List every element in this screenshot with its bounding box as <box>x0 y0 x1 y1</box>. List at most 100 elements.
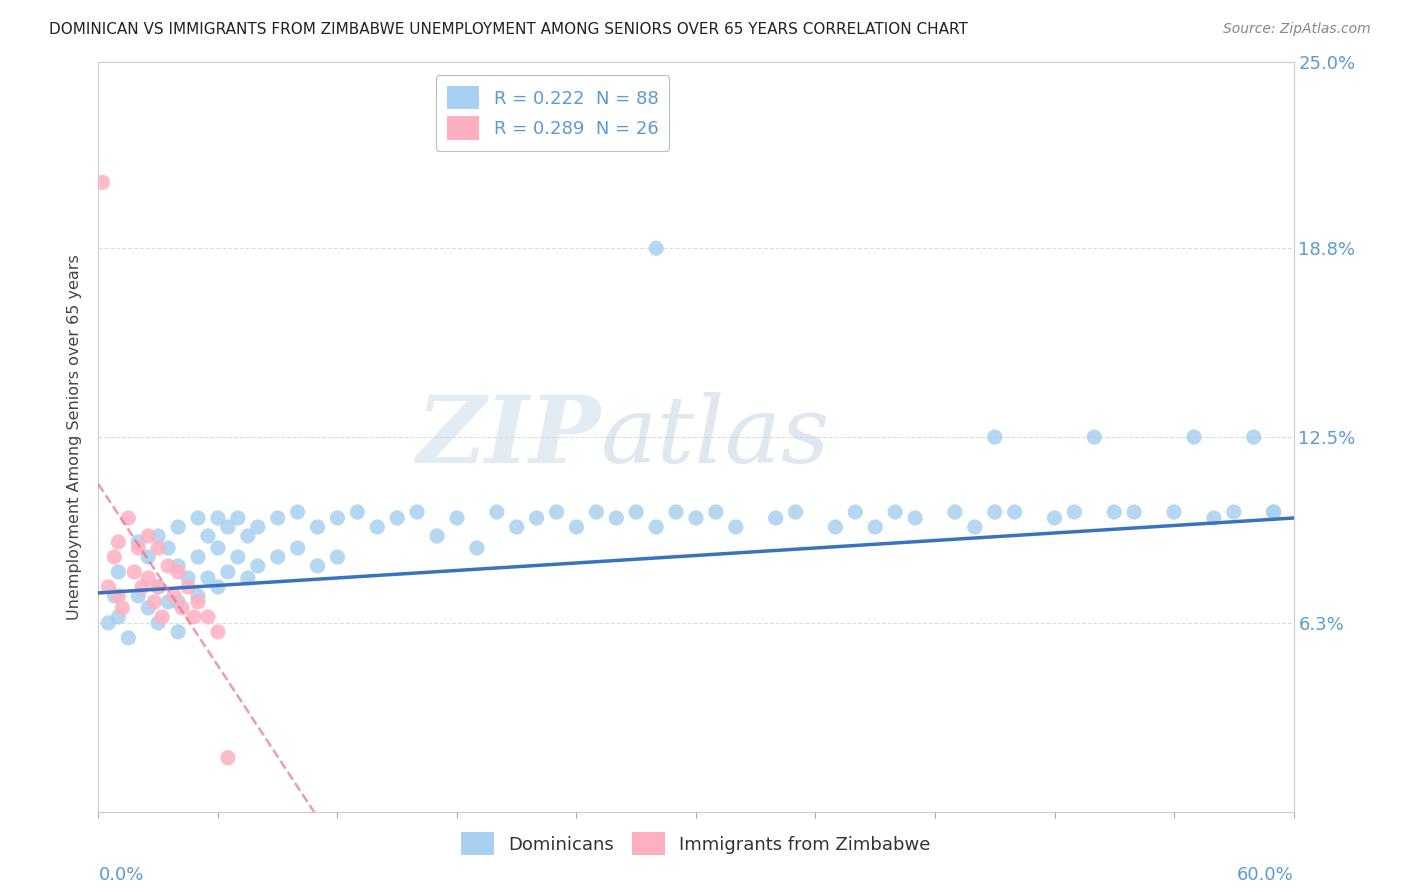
Point <box>136 571 159 585</box>
Point <box>107 535 129 549</box>
Point <box>844 505 866 519</box>
Point <box>131 580 153 594</box>
Point <box>485 505 508 519</box>
Point <box>526 511 548 525</box>
Point <box>704 505 727 519</box>
Point <box>217 751 239 765</box>
Point <box>136 529 159 543</box>
Point <box>246 520 269 534</box>
Point <box>148 580 170 594</box>
Point <box>183 610 205 624</box>
Point <box>91 175 114 189</box>
Point <box>127 589 149 603</box>
Point <box>267 511 290 525</box>
Point <box>605 511 627 525</box>
Point <box>150 610 173 624</box>
Point <box>167 558 190 573</box>
Point <box>226 511 249 525</box>
Point <box>177 580 200 594</box>
Legend: Dominicans, Immigrants from Zimbabwe: Dominicans, Immigrants from Zimbabwe <box>454 825 938 863</box>
Point <box>287 505 309 519</box>
Point <box>465 541 488 555</box>
Point <box>236 571 259 585</box>
Point <box>1004 505 1026 519</box>
Point <box>765 511 787 525</box>
Point <box>107 610 129 624</box>
Point <box>406 505 429 519</box>
Point <box>1263 505 1285 519</box>
Point <box>111 601 134 615</box>
Point <box>167 595 190 609</box>
Point <box>326 549 349 564</box>
Point <box>645 520 668 534</box>
Point <box>136 549 159 564</box>
Point <box>107 565 129 579</box>
Text: atlas: atlas <box>600 392 830 482</box>
Point <box>117 631 139 645</box>
Point <box>565 520 588 534</box>
Point <box>127 541 149 555</box>
Point <box>103 549 125 564</box>
Point <box>148 529 170 543</box>
Point <box>1202 511 1225 525</box>
Point <box>197 571 219 585</box>
Point <box>97 580 120 594</box>
Point <box>143 595 166 609</box>
Point <box>157 541 180 555</box>
Point <box>1123 505 1146 519</box>
Text: Source: ZipAtlas.com: Source: ZipAtlas.com <box>1223 22 1371 37</box>
Point <box>943 505 966 519</box>
Point <box>287 541 309 555</box>
Point <box>984 505 1007 519</box>
Point <box>1063 505 1085 519</box>
Point <box>236 529 259 543</box>
Point <box>506 520 529 534</box>
Point <box>207 541 229 555</box>
Point <box>197 529 219 543</box>
Point <box>148 541 170 555</box>
Point <box>585 505 607 519</box>
Point <box>207 624 229 639</box>
Point <box>187 589 209 603</box>
Point <box>148 580 170 594</box>
Point <box>307 558 329 573</box>
Point <box>127 535 149 549</box>
Point <box>197 610 219 624</box>
Text: ZIP: ZIP <box>416 392 600 482</box>
Point <box>626 505 648 519</box>
Point <box>157 595 180 609</box>
Point <box>546 505 568 519</box>
Point <box>1223 505 1246 519</box>
Point <box>172 601 194 615</box>
Point <box>167 624 190 639</box>
Point <box>207 580 229 594</box>
Point <box>326 511 349 525</box>
Text: DOMINICAN VS IMMIGRANTS FROM ZIMBABWE UNEMPLOYMENT AMONG SENIORS OVER 65 YEARS C: DOMINICAN VS IMMIGRANTS FROM ZIMBABWE UN… <box>49 22 969 37</box>
Point <box>785 505 807 519</box>
Point <box>157 558 180 573</box>
Point <box>645 241 668 255</box>
Point <box>124 565 146 579</box>
Point <box>226 549 249 564</box>
Point <box>167 520 190 534</box>
Point <box>824 520 846 534</box>
Point <box>107 589 129 603</box>
Point <box>136 601 159 615</box>
Point <box>97 615 120 630</box>
Point <box>1104 505 1126 519</box>
Point <box>148 615 170 630</box>
Point <box>385 511 409 525</box>
Text: 0.0%: 0.0% <box>98 865 143 884</box>
Y-axis label: Unemployment Among Seniors over 65 years: Unemployment Among Seniors over 65 years <box>67 254 83 620</box>
Text: 60.0%: 60.0% <box>1237 865 1294 884</box>
Point <box>1243 430 1265 444</box>
Point <box>217 565 239 579</box>
Point <box>1083 430 1105 444</box>
Point <box>984 430 1007 444</box>
Point <box>884 505 907 519</box>
Point <box>346 505 368 519</box>
Point <box>167 565 190 579</box>
Point <box>904 511 927 525</box>
Point <box>246 558 269 573</box>
Point <box>177 571 200 585</box>
